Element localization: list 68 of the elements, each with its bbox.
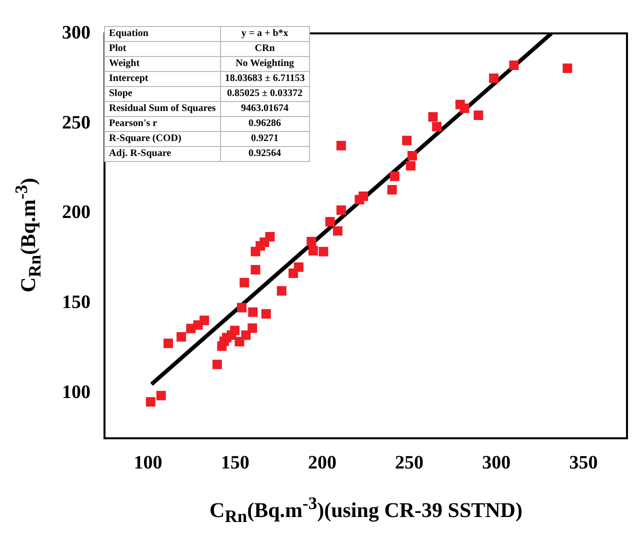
point <box>474 110 484 120</box>
point <box>509 60 519 70</box>
point <box>294 262 304 272</box>
point <box>489 73 499 83</box>
point <box>250 265 260 275</box>
annotation: 0.96286 <box>220 116 310 132</box>
annotation: y = a + b*x <box>220 26 310 42</box>
point <box>212 360 222 370</box>
annotation: 0.85025 ± 0.03372 <box>220 86 310 102</box>
point <box>308 246 318 256</box>
point <box>234 336 244 346</box>
point <box>261 309 271 319</box>
point <box>358 191 368 201</box>
point <box>387 185 397 194</box>
annotation: Weight <box>104 56 220 72</box>
annotation: Residual Sum of Squares <box>104 102 220 116</box>
x-tick-label: 250 <box>395 452 424 474</box>
annotation: Intercept <box>104 72 220 86</box>
annotation: 0.92564 <box>220 146 310 162</box>
point <box>432 122 442 132</box>
point <box>237 302 246 312</box>
x-tick-label: 150 <box>220 452 250 474</box>
point <box>406 161 416 171</box>
annotation: CRn <box>220 42 310 56</box>
point <box>332 226 342 236</box>
annotation: Slope <box>104 86 220 102</box>
point <box>562 64 572 74</box>
annotation: 18.03683 ± 6.71153 <box>220 72 310 86</box>
y-tick-label: 150 <box>62 292 90 314</box>
annotation: R-Square (COD) <box>104 132 220 146</box>
x-tick-label: 350 <box>569 452 598 474</box>
point <box>241 330 251 340</box>
point <box>318 246 328 256</box>
point <box>176 332 186 342</box>
annotation: Pearson's r <box>104 116 220 132</box>
x-tick-label: 300 <box>482 452 511 474</box>
x-tick-label: 200 <box>308 452 336 474</box>
annotation: Plot <box>104 42 220 56</box>
annotation: Equation <box>104 26 220 42</box>
point <box>146 397 156 407</box>
point <box>276 286 286 296</box>
point <box>460 104 470 113</box>
point <box>408 150 417 160</box>
x-tick-label: 100 <box>134 452 162 474</box>
point <box>325 217 335 227</box>
point <box>230 326 240 336</box>
point <box>265 232 275 242</box>
point <box>336 140 346 150</box>
point <box>248 323 258 333</box>
point <box>336 205 346 215</box>
point <box>240 278 250 288</box>
point <box>402 136 412 146</box>
annotation: No Weighting <box>220 56 310 72</box>
point <box>428 112 438 122</box>
point <box>248 307 258 317</box>
annotation: 0.9271 <box>220 132 310 146</box>
point <box>306 236 316 246</box>
y-tick-label: 250 <box>62 112 90 134</box>
point <box>390 172 400 181</box>
y-tick-label: 200 <box>62 202 90 224</box>
point <box>164 338 173 348</box>
y-tick-label: 300 <box>62 22 90 44</box>
point <box>156 390 166 400</box>
x-axis-title: C$_{Rn}$(Bq.m$^{-3}$)(using CR-39 SSTND) <box>208 492 524 527</box>
annotation: Adj. R-Square <box>104 146 220 162</box>
annotation: 9463.01674 <box>220 102 310 116</box>
point <box>200 316 210 326</box>
y-tick-label: 100 <box>62 382 90 404</box>
